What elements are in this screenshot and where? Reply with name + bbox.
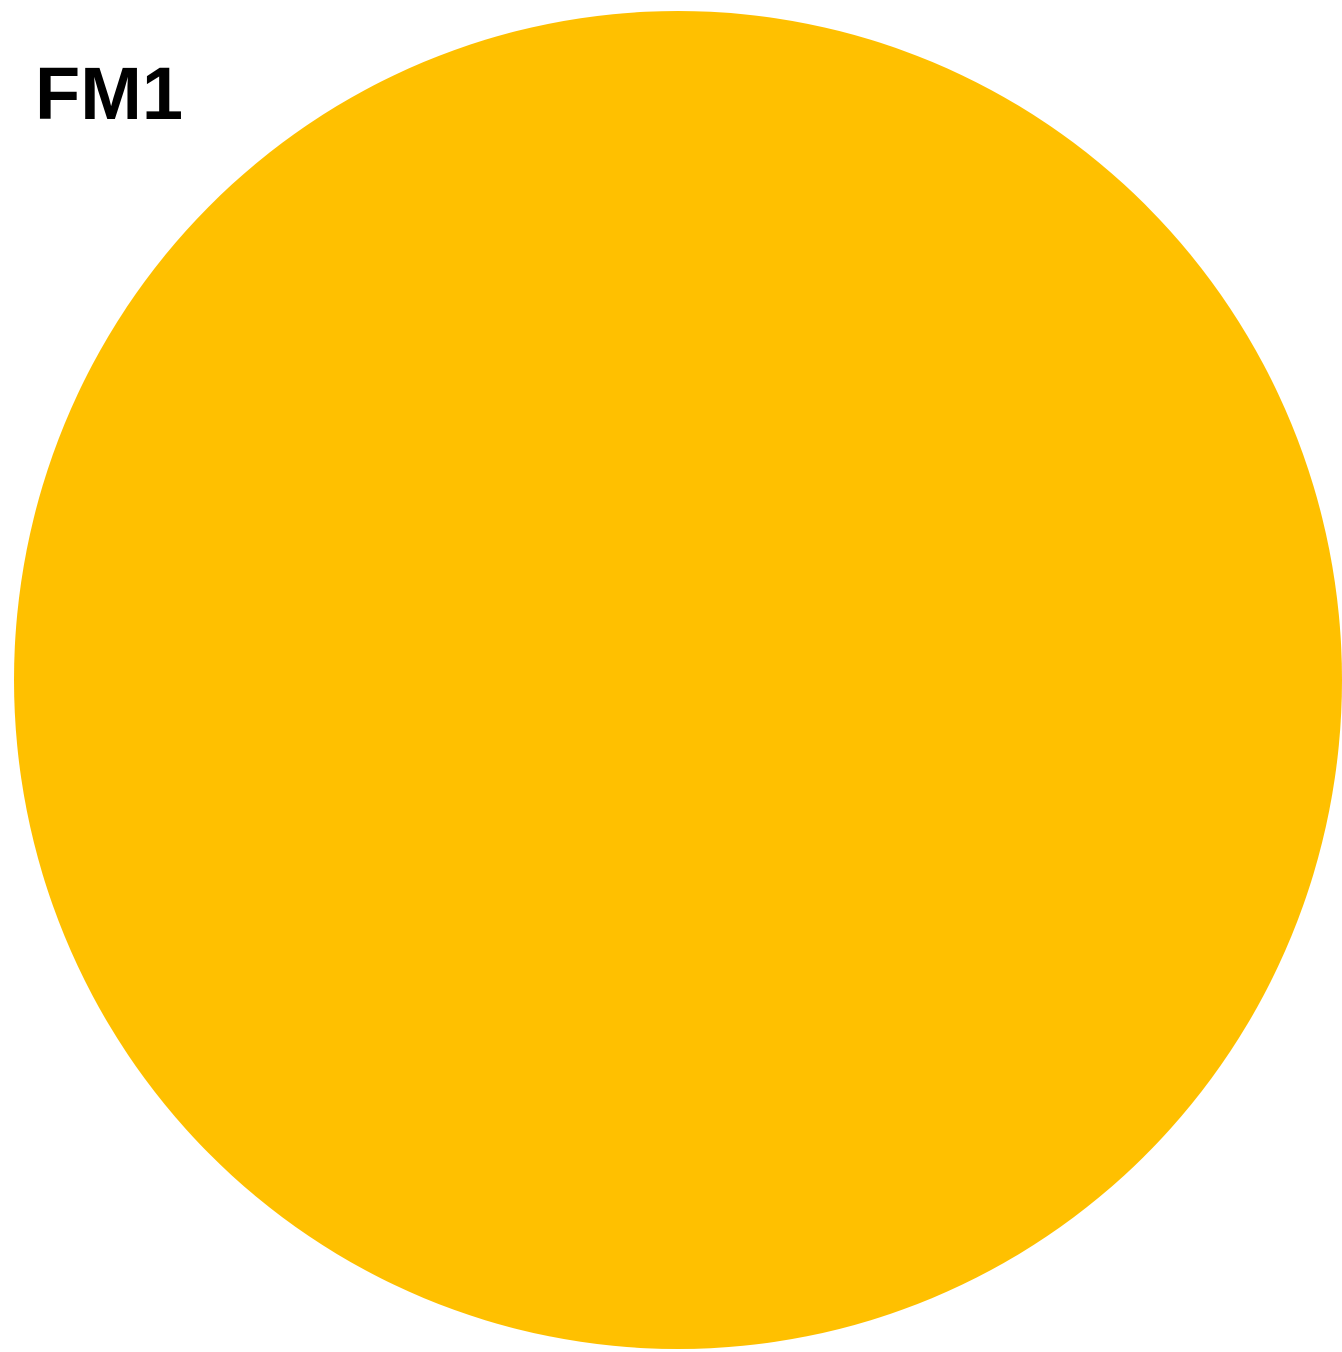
yellow-disc [14, 11, 1342, 1349]
figure-label: FM1 [35, 52, 183, 135]
